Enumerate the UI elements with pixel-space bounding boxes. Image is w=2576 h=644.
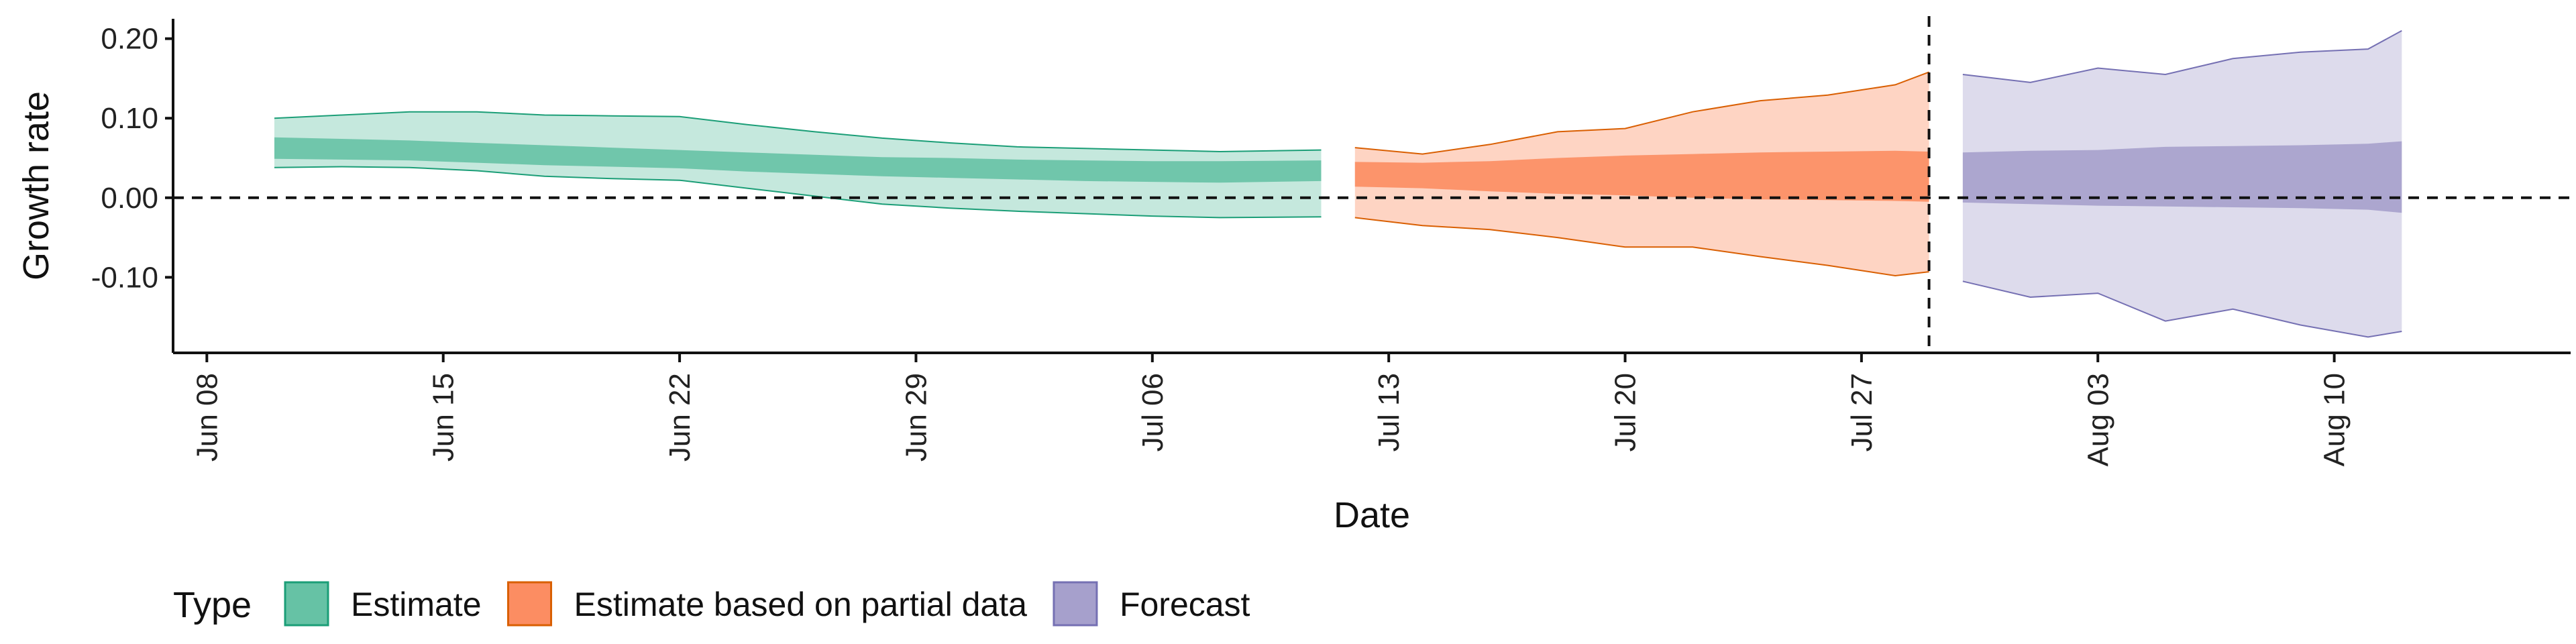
y-axis-ticks: -0.10 0.00 0.10 0.20 <box>91 23 173 294</box>
series-bands <box>274 30 2402 338</box>
legend-label-estimate: Estimate <box>351 586 482 623</box>
band-50-forecast <box>1962 141 2402 213</box>
lower-bound-line-estimate-based-on-partial-data <box>1354 217 1929 277</box>
reference-lines <box>173 16 2571 353</box>
x-tick-label: Aug 03 <box>2082 373 2114 466</box>
x-tick-label: Jun 15 <box>427 373 460 462</box>
upper-bound-line-estimate-based-on-partial-data <box>1354 71 1929 155</box>
x-axis-title: Date <box>1334 495 1410 535</box>
legend: Type Estimate Estimate based on partial d… <box>173 581 1250 627</box>
lower-bound-line-forecast <box>1962 280 2402 338</box>
x-tick-label: Aug 10 <box>2318 373 2351 466</box>
legend-label-forecast: Forecast <box>1120 586 1250 623</box>
legend-swatch-forecast <box>1053 581 1098 627</box>
y-tick-label: 0.00 <box>101 182 158 215</box>
x-tick-label: Jun 29 <box>900 373 932 462</box>
axes <box>172 19 2571 354</box>
x-tick-label: Jul 27 <box>1845 373 1878 451</box>
upper-bound-line-forecast <box>1962 30 2402 83</box>
y-tick-label: -0.10 <box>91 261 158 294</box>
lower-bound-line-estimate <box>274 166 1322 219</box>
x-axis-ticks: Jun 08 Jun 15 Jun 22 Jun 29 Jul 06 Jul 13 Jul … <box>191 353 2351 466</box>
legend-label-estimate-based-on-partial-data: Estimate based on partial data <box>574 586 1028 623</box>
x-tick-label: Jul 13 <box>1373 373 1405 451</box>
x-tick-label: Jun 08 <box>191 373 223 462</box>
x-tick-label: Jun 22 <box>663 373 696 462</box>
y-tick-label: 0.10 <box>101 102 158 135</box>
x-tick-label: Jul 20 <box>1609 373 1642 451</box>
x-tick-label: Jul 06 <box>1136 373 1169 451</box>
band-50-estimate-based-on-partial-data <box>1354 150 1929 202</box>
y-axis-title: Growth rate <box>16 91 56 280</box>
upper-bound-line-estimate <box>274 111 1322 153</box>
band-50-estimate <box>274 137 1322 183</box>
legend-swatch-estimate-based-on-partial-data <box>507 581 553 627</box>
y-tick-label: 0.20 <box>101 23 158 56</box>
legend-title: Type <box>173 585 252 625</box>
legend-swatch-estimate <box>284 581 329 627</box>
